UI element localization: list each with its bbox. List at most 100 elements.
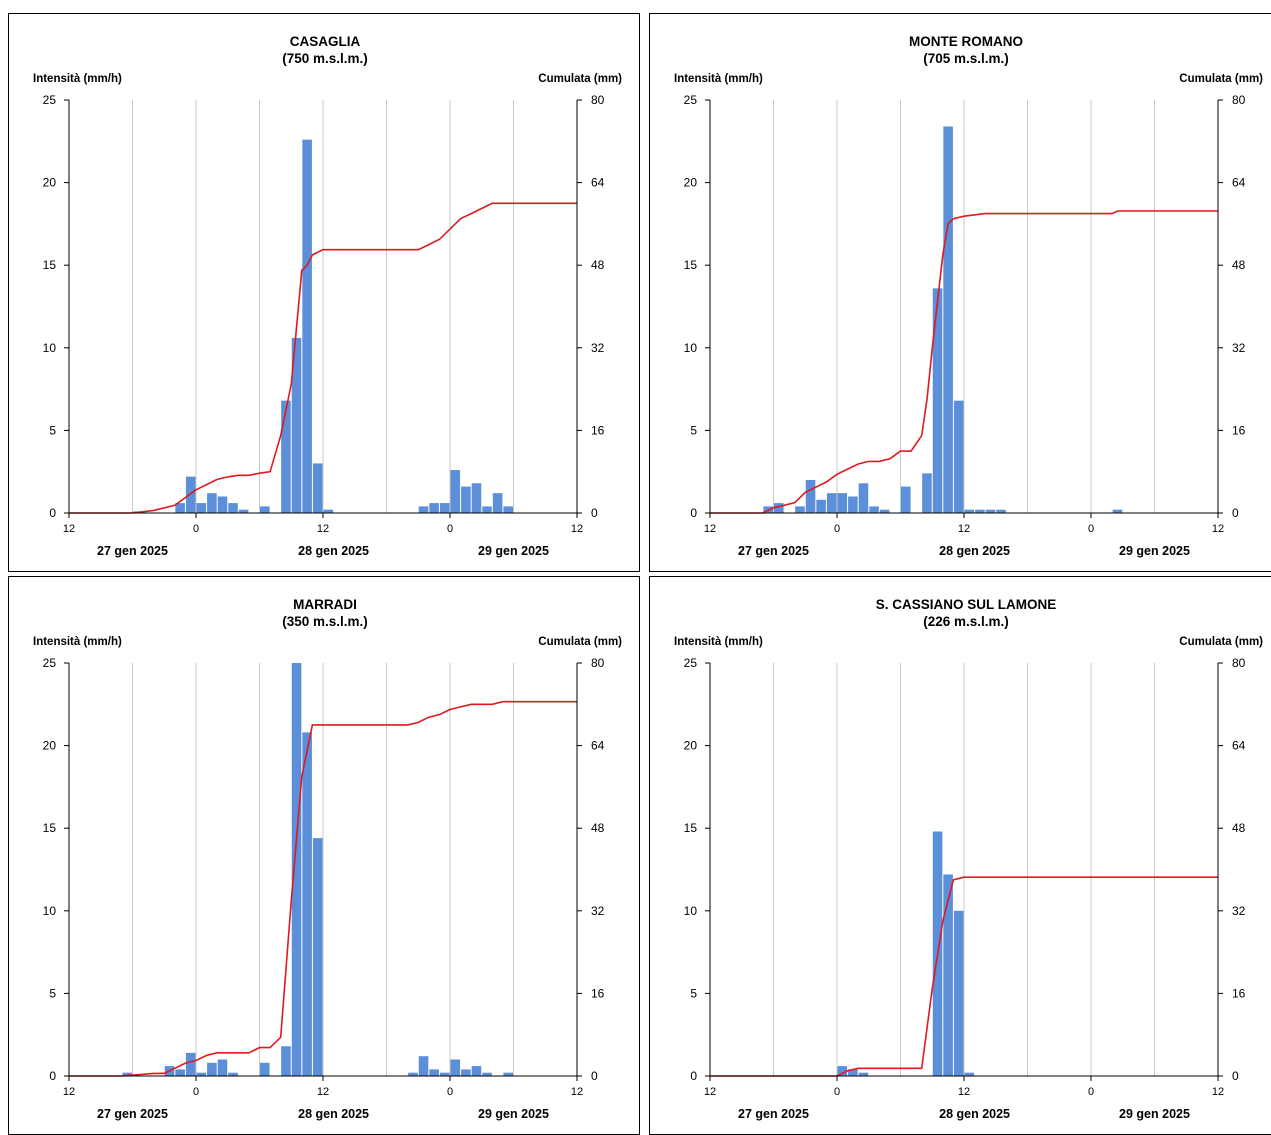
intensity-bar [943,874,953,1076]
intensity-bar [461,1069,471,1076]
intensity-bar [805,479,816,513]
intensity-bar [418,1056,429,1076]
x-tick-label: 12 [317,1086,329,1098]
y-tick-label: 0 [690,506,697,520]
y2-tick-label: 0 [591,506,598,520]
intensity-bar [185,476,196,513]
intensity-bar [848,496,858,513]
cumulative-line [710,210,1218,514]
y-tick-label: 25 [43,93,57,107]
x-tick-label: 0 [1088,523,1094,535]
intensity-bar [217,1059,228,1076]
y-tick-label: 20 [684,739,698,753]
x-tick-label: 12 [317,523,329,535]
x-tick-label: 0 [447,1086,453,1098]
intensity-bar [922,473,932,513]
intensity-bar [492,493,503,513]
rainfall-chart: MONTE ROMANO (705 m.s.l.m.) Intensità (mm/… [674,34,1263,558]
date-label: 27 gen 2025 [738,544,809,558]
chart-panel-monte-romano: MONTE ROMANO (705 m.s.l.m.) Intensità (mm/… [649,13,1271,572]
intensity-bar [281,1046,291,1076]
intensity-bar [482,506,492,513]
y-tick-label: 0 [49,506,56,520]
intensity-bar [879,509,890,513]
y-tick-label: 20 [43,739,57,753]
x-tick-label: 12 [571,1086,583,1098]
y-tick-label: 15 [684,821,698,835]
intensity-bar [943,126,953,513]
y-axis-left-label: Intensità (mm/h) [33,636,122,648]
chart-subtitle: (705 m.s.l.m.) [923,51,1009,66]
intensity-bar [503,506,513,513]
date-label: 29 gen 2025 [1119,1107,1190,1121]
rainfall-chart: MARRADI (350 m.s.l.m.) Intensità (mm/h) Cum… [33,597,622,1121]
y2-tick-label: 64 [591,739,605,753]
chart-title: CASAGLIA [290,34,361,49]
y2-tick-label: 16 [1232,423,1246,437]
date-label: 28 gen 2025 [939,544,1010,558]
intensity-bar [185,1052,196,1076]
intensity-bar [439,503,450,513]
intensity-bar [291,663,302,1076]
y-tick-label: 20 [43,176,57,190]
y2-tick-label: 64 [591,176,605,190]
intensity-bar [312,838,323,1076]
x-tick-label: 0 [834,523,840,535]
date-label: 29 gen 2025 [478,1107,549,1121]
y-tick-label: 5 [690,986,697,1000]
intensity-bar [932,288,943,513]
intensity-bar [291,337,302,513]
intensity-bar [953,400,964,513]
intensity-bar [953,910,964,1076]
intensity-bar [196,503,207,513]
intensity-bar [774,503,784,513]
intensity-bar [228,1072,238,1076]
y-tick-label: 25 [684,93,698,107]
intensity-bar [439,1072,450,1076]
y2-tick-label: 32 [1232,904,1246,918]
y-axis-right-label: Cumulata (mm) [1179,73,1263,85]
intensity-bar [975,509,985,513]
intensity-bar [461,486,471,513]
x-tick-label: 12 [1212,1086,1224,1098]
date-label: 27 gen 2025 [738,1107,809,1121]
y2-tick-label: 0 [1232,1069,1239,1083]
chart-panel-marradi: MARRADI (350 m.s.l.m.) Intensità (mm/h) Cum… [8,576,640,1135]
x-tick-label: 0 [834,1086,840,1098]
x-tick-label: 12 [704,1086,716,1098]
y2-tick-label: 80 [1232,656,1246,670]
y-tick-label: 15 [684,258,698,272]
intensity-bar [985,509,996,513]
x-tick-label: 0 [193,523,199,535]
y-tick-label: 5 [690,423,697,437]
cumulative-line [710,876,1218,1077]
y2-tick-label: 48 [591,821,605,835]
date-label: 27 gen 2025 [97,1107,168,1121]
intensity-bar [450,1059,461,1076]
intensity-bar [281,400,291,513]
date-label: 28 gen 2025 [939,1107,1010,1121]
intensity-bar [302,732,312,1076]
intensity-bar [429,1069,439,1076]
x-tick-label: 12 [571,523,583,535]
x-tick-label: 12 [958,523,970,535]
x-tick-label: 0 [447,523,453,535]
intensity-bar [238,509,249,513]
y2-tick-label: 48 [1232,258,1246,272]
intensity-bar [837,1066,848,1076]
intensity-bar [312,463,323,513]
y2-tick-label: 0 [591,1069,598,1083]
date-label: 28 gen 2025 [298,1107,369,1121]
intensity-bar [217,496,228,513]
intensity-bar [260,506,270,513]
y2-tick-label: 80 [591,656,605,670]
date-label: 28 gen 2025 [298,544,369,558]
chart-title: MONTE ROMANO [909,34,1023,49]
y2-tick-label: 16 [1232,986,1246,1000]
y2-tick-label: 16 [591,986,605,1000]
x-tick-label: 12 [958,1086,970,1098]
intensity-bar [826,493,837,513]
intensity-bar [795,506,805,513]
intensity-bar [858,483,869,513]
intensity-bar [503,1072,513,1076]
